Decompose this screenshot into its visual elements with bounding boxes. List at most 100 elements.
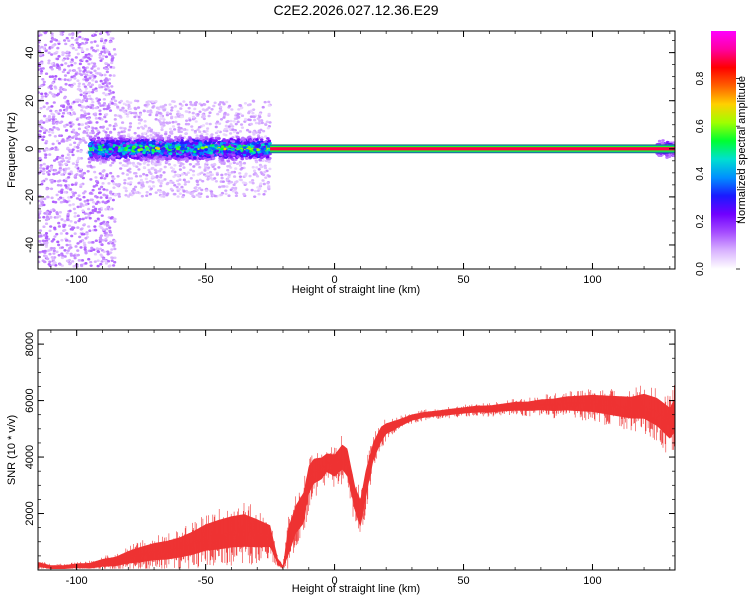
spectrogram-speckle xyxy=(71,162,76,165)
spectrogram-speckle xyxy=(67,64,71,68)
spectrogram-speckle xyxy=(50,32,54,35)
spectrogram-cluster-point xyxy=(168,140,172,144)
spectrogram-speckle xyxy=(42,149,47,152)
spectrogram-speckle xyxy=(38,133,42,137)
spectrogram-speckle xyxy=(203,164,208,168)
spectrogram-speckle xyxy=(162,171,166,174)
spectrogram-speckle xyxy=(85,38,90,41)
spectrogram-cluster-point xyxy=(129,143,134,147)
spectrogram-speckle xyxy=(52,249,56,253)
spectrogram-speckle xyxy=(112,264,116,267)
spectrogram-speckle xyxy=(42,83,46,86)
spectrogram-speckle xyxy=(165,111,170,115)
spectrogram-speckle xyxy=(104,237,108,241)
spectrogram-speckle xyxy=(68,121,72,125)
spectrogram-cluster-point xyxy=(261,149,266,153)
spectrogram-speckle xyxy=(108,124,112,127)
spectrogram-speckle xyxy=(207,106,211,109)
spectrogram-speckle xyxy=(143,124,147,128)
spectrogram-speckle xyxy=(103,222,107,226)
spectrogram-speckle xyxy=(65,232,69,235)
spectrogram-speckle xyxy=(164,160,169,163)
spectrogram-cluster-point xyxy=(260,147,265,151)
spectrogram-speckle xyxy=(229,123,233,126)
spectrogram-speckle xyxy=(40,180,45,183)
spectrogram-speckle xyxy=(194,120,198,123)
spectrogram-speckle xyxy=(98,53,102,57)
spectrogram-speckle xyxy=(159,168,163,171)
spectrogram-speckle xyxy=(101,170,105,173)
spectrogram-speckle xyxy=(157,111,162,115)
spectrogram-speckle xyxy=(100,85,104,89)
spectrogram-speckle xyxy=(189,192,193,195)
spectrogram-speckle xyxy=(53,256,57,259)
spectrogram-speckle xyxy=(265,120,269,124)
spectrogram-speckle xyxy=(113,260,117,264)
spectrogram-speckle xyxy=(74,56,78,59)
spectrogram-speckle xyxy=(89,106,93,109)
spectrogram-speckle xyxy=(132,137,136,141)
spectrogram-speckle xyxy=(225,129,229,133)
spectrogram-speckle xyxy=(103,115,107,119)
spectrogram-speckle xyxy=(80,259,85,262)
spectrogram-speckle xyxy=(69,219,73,223)
spectrogram-speckle xyxy=(93,33,97,37)
spectrogram-speckle xyxy=(98,112,102,116)
spectrogram-speckle xyxy=(127,133,131,136)
spectrogram-speckle xyxy=(123,127,127,130)
spectrogram-speckle xyxy=(50,112,54,115)
spectrogram-speckle xyxy=(229,119,233,123)
spectrogram-speckle xyxy=(193,129,197,133)
spectrogram-speckle xyxy=(86,165,91,168)
spectrogram-speckle xyxy=(42,131,47,135)
spectrogram-speckle xyxy=(224,172,228,176)
spectrogram-speckle xyxy=(66,111,70,115)
spectrogram-speckle xyxy=(254,121,259,125)
spectrogram-speckle xyxy=(76,87,80,91)
spectrogram-speckle xyxy=(42,121,46,124)
spectrogram-speckle xyxy=(124,103,129,107)
spectrogram-speckle xyxy=(38,121,42,124)
spectrogram-speckle xyxy=(226,178,230,181)
spectrogram-speckle xyxy=(76,79,80,83)
spectrogram-speckle xyxy=(82,241,86,245)
spectrogram-speckle xyxy=(42,215,46,219)
spectrogram-speckle xyxy=(263,135,268,138)
spectrogram-speckle xyxy=(38,129,42,133)
spectrogram-speckle xyxy=(132,187,136,191)
spectrogram-speckle xyxy=(68,243,72,247)
spectrogram-cluster-point xyxy=(155,141,159,145)
spectrogram-speckle xyxy=(57,171,61,174)
spectrogram-speckle xyxy=(56,183,61,187)
spectrogram-speckle xyxy=(73,145,77,149)
spectrogram-cluster-point xyxy=(217,137,221,140)
spectrogram-speckle xyxy=(213,101,217,105)
spectrogram-speckle xyxy=(55,139,60,143)
spectrogram-speckle xyxy=(158,175,163,179)
spectrogram-speckle xyxy=(232,161,236,165)
spectrogram-speckle xyxy=(61,70,65,74)
spectrogram-speckle xyxy=(234,194,239,198)
spectrogram-speckle xyxy=(80,113,84,117)
spectrogram-speckle xyxy=(176,195,180,198)
spectrogram-speckle xyxy=(112,48,117,51)
spectrogram-speckle xyxy=(86,199,90,202)
spectrogram-speckle xyxy=(76,149,80,153)
spectrogram-speckle xyxy=(38,260,41,264)
spectrogram-speckle xyxy=(226,168,230,172)
spectrogram-speckle xyxy=(128,122,133,125)
spectrogram-speckle xyxy=(79,93,83,97)
spectrogram-speckle xyxy=(232,130,236,134)
spectrogram-speckle xyxy=(253,171,257,175)
spectrogram-speckle xyxy=(40,92,44,96)
spectrogram-speckle xyxy=(89,165,93,168)
spectrogram-speckle xyxy=(219,193,223,197)
spectrogram-speckle xyxy=(75,163,79,167)
spectrogram-speckle xyxy=(162,121,166,124)
spectrogram-cluster-point xyxy=(240,157,245,161)
spectrogram-speckle xyxy=(52,95,56,98)
spectrogram-speckle xyxy=(42,225,46,229)
spectrogram-speckle xyxy=(65,107,69,110)
spectrogram-speckle xyxy=(122,110,126,114)
spectrogram-speckle xyxy=(191,111,195,115)
